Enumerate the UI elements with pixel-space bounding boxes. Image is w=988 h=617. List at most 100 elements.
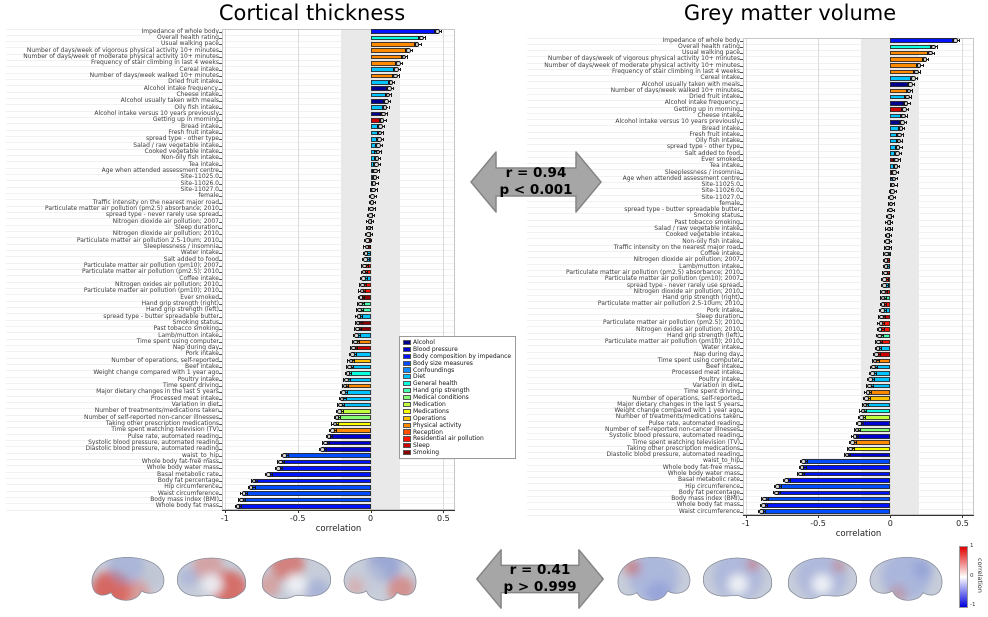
legend-swatch (403, 422, 411, 428)
row-label: Site-11025.0 (180, 173, 220, 181)
error-cap (400, 67, 402, 72)
row-label: Cereal intake (179, 65, 219, 73)
y-tick (740, 298, 743, 300)
error-marker (875, 346, 881, 351)
brain-icon (262, 557, 331, 600)
error-marker (370, 193, 376, 199)
y-tick (740, 511, 743, 513)
y-tick (219, 462, 222, 464)
error-cap (779, 491, 781, 495)
row-gridline (527, 389, 974, 391)
row-label: Number of days/week walked 10+ minutes (610, 86, 740, 94)
row-gridline (6, 326, 455, 327)
y-tick (219, 151, 222, 153)
bar (777, 484, 891, 489)
row-gridline (527, 338, 974, 340)
error-cap (345, 397, 347, 401)
y-tick (219, 424, 222, 426)
error-cap (387, 80, 389, 84)
error-cap (375, 143, 377, 148)
y-tick (740, 141, 743, 143)
y-tick (219, 82, 222, 84)
error-cap (849, 440, 851, 445)
error-cap (921, 57, 923, 62)
legend-swatch (403, 394, 411, 401)
error-cap (889, 265, 891, 269)
row-gridline (527, 125, 974, 127)
legend-item-label: Reception (413, 428, 443, 436)
row-label: Particulate matter air pollution (pm2.5)… (566, 269, 740, 276)
error-cap (864, 415, 866, 420)
row-label: Body mass index (BMI) (150, 496, 219, 504)
error-marker (374, 162, 379, 167)
y-tick (740, 222, 743, 224)
error-marker (897, 132, 902, 138)
row-label: Particulate matter air pollution (pm2.5)… (602, 319, 740, 327)
error-marker (879, 314, 884, 320)
row-gridline (6, 370, 455, 372)
row-gridline (527, 263, 974, 265)
error-cap (365, 283, 367, 287)
row-gridline (527, 370, 974, 372)
error-cap (765, 509, 767, 514)
row-label: Alcohol usually taken with meals (120, 97, 219, 105)
row-label: Past tobacco smoking (153, 325, 220, 333)
error-cap (400, 55, 402, 59)
error-marker (338, 402, 343, 408)
error-cap (892, 221, 894, 225)
row-label: Particulate matter air pollution (pm2.5)… (45, 204, 219, 212)
error-marker (922, 57, 928, 62)
error-marker (881, 289, 887, 295)
error-cap (915, 64, 917, 68)
error-marker (374, 155, 380, 161)
error-cap (424, 36, 426, 40)
brain-map (864, 548, 948, 612)
row-label: Particulate matter air pollution 2.5-10u… (76, 236, 219, 244)
row-label: Dried fruit intake (689, 93, 740, 101)
error-cap (381, 143, 383, 148)
error-cap (265, 473, 267, 477)
error-marker (356, 314, 362, 319)
brain-map (254, 548, 338, 612)
error-marker (347, 364, 352, 370)
legend-item: Operations (403, 415, 511, 422)
row-gridline (527, 294, 974, 296)
y-tick (740, 210, 743, 212)
y-tick (219, 215, 222, 217)
row-gridline (527, 219, 974, 221)
row-gridline (527, 100, 974, 102)
row-label: spread type - other type (145, 135, 219, 143)
row-gridline (6, 98, 455, 100)
error-cap (405, 48, 406, 53)
error-cap (913, 82, 915, 87)
row-gridline (527, 112, 974, 114)
legend-swatch (403, 339, 411, 346)
error-marker (339, 396, 345, 402)
y-tick (219, 75, 222, 77)
error-marker (854, 427, 860, 433)
error-cap (879, 296, 881, 300)
error-cap (342, 409, 344, 414)
y-tick (740, 335, 743, 337)
error-marker (784, 477, 789, 483)
y-tick (740, 442, 743, 444)
error-cap (362, 314, 364, 319)
error-cap (358, 340, 360, 344)
error-marker (895, 151, 900, 156)
row-label: Site-11027.0 (180, 185, 220, 193)
y-tick (740, 392, 743, 394)
row-gridline (6, 129, 455, 131)
error-marker (384, 98, 389, 104)
error-marker (773, 490, 779, 496)
error-cap (361, 264, 363, 268)
bottom-arrow-r-value: r = 0.41 (509, 562, 571, 578)
error-marker (239, 497, 244, 503)
category-legend: Alcohol Blood pressure Body composition by… (399, 336, 517, 460)
row-gridline (6, 72, 455, 74)
error-cap (887, 277, 889, 281)
error-marker (892, 170, 897, 175)
error-marker (883, 264, 889, 269)
error-cap (377, 124, 379, 129)
row-label: Variation in diet (171, 401, 219, 409)
error-marker (362, 263, 367, 269)
